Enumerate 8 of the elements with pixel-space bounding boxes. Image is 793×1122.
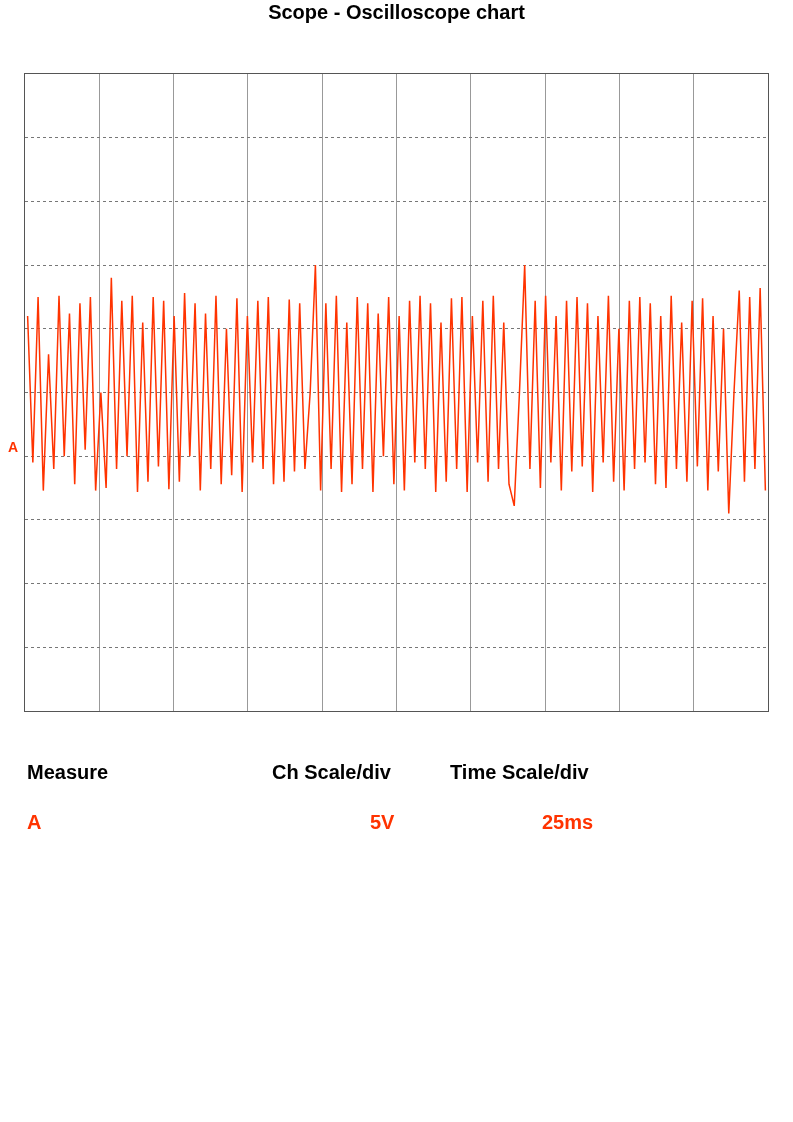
text: Measure bbox=[27, 761, 109, 783]
text: 5V bbox=[370, 811, 396, 833]
text: 25ms bbox=[542, 811, 594, 833]
text: Ch Scale/div bbox=[272, 761, 392, 783]
chart-title: Scope - Oscilloscope chart bbox=[268, 1, 526, 23]
text: Time Scale/div bbox=[450, 761, 590, 783]
text: A bbox=[8, 439, 19, 455]
text: A bbox=[27, 811, 42, 833]
